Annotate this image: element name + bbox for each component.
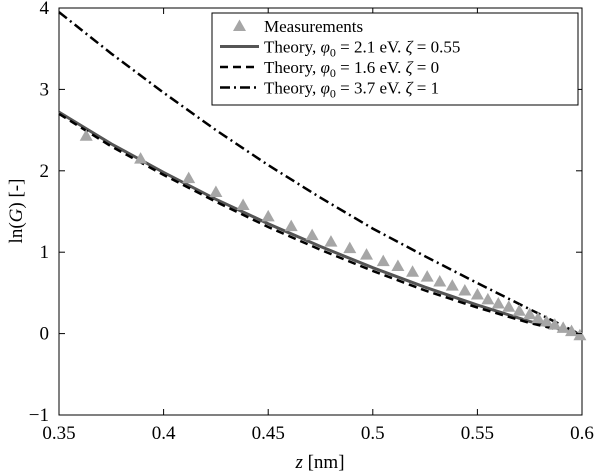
x-tick-label: 0.35	[42, 423, 75, 444]
x-tick-label: 0.45	[252, 423, 285, 444]
measurement-marker	[556, 321, 570, 333]
measurement-marker	[391, 259, 405, 272]
x-tick-label: 0.4	[152, 423, 176, 444]
y-tick-label: 3	[40, 79, 50, 100]
x-tick-label: 0.5	[361, 423, 385, 444]
measurement-marker	[539, 314, 553, 327]
legend-entry-label: Theory, φ0 = 1.6 eV. ζ = 0	[264, 58, 439, 80]
measurement-marker	[548, 318, 562, 330]
legend-marker-swatch	[233, 19, 246, 31]
measurement-marker	[79, 129, 93, 141]
legend-entry-label: Theory, φ0 = 3.7 eV. ζ = 1	[264, 79, 439, 101]
x-tick-label: 0.6	[570, 423, 594, 444]
y-axis-title: ln(G) [-]	[6, 179, 27, 244]
measurement-marker	[343, 241, 357, 254]
measurement-marker	[491, 296, 505, 309]
y-tick-label: 2	[40, 161, 50, 182]
measurement-marker	[470, 288, 484, 300]
measurement-marker	[458, 283, 472, 296]
series-dashdot-line	[58, 11, 583, 337]
measurement-marker	[502, 300, 516, 312]
y-tick-label: 4	[40, 0, 50, 19]
measurement-marker	[433, 275, 447, 287]
measurement-marker	[481, 292, 495, 305]
measurement-marker	[376, 254, 390, 267]
legend-box	[211, 12, 579, 106]
measurement-marker	[134, 152, 148, 164]
ticks-layer: 0.35 0.4 0.45 0.5 0.55 0.6 −1 0 1 2 3 4	[29, 0, 594, 444]
x-axis-title: z [nm]	[294, 452, 344, 473]
legend-entry-label: Theory, φ0 = 2.1 eV. ζ = 0.55	[264, 38, 460, 60]
legend-entry-label: Measurements	[264, 17, 363, 36]
measurement-marker	[420, 270, 434, 282]
y-tick-label: 1	[40, 242, 50, 263]
measurement-marker	[261, 209, 275, 222]
measurement-marker	[305, 228, 319, 241]
measurement-marker	[445, 279, 459, 291]
measurement-marker	[531, 311, 545, 324]
measurement-marker	[565, 324, 579, 337]
legend: Measurements Theory, φ0 = 2.1 eV. ζ = 0.5…	[211, 12, 579, 106]
measurement-marker	[324, 235, 338, 247]
series-layer	[58, 11, 587, 341]
measurement-marker	[236, 198, 250, 210]
x-tick-label: 0.55	[461, 423, 494, 444]
y-tick-label: −1	[29, 405, 49, 426]
y-tick-label: 0	[40, 324, 50, 345]
measurement-marker	[573, 328, 587, 341]
measurement-marker	[284, 219, 298, 232]
measurement-marker	[182, 171, 196, 184]
measurement-marker	[406, 265, 420, 277]
measurement-marker	[512, 304, 526, 316]
measurement-marker	[360, 248, 374, 260]
measurement-marker	[209, 185, 223, 197]
measurement-marker	[523, 307, 537, 320]
